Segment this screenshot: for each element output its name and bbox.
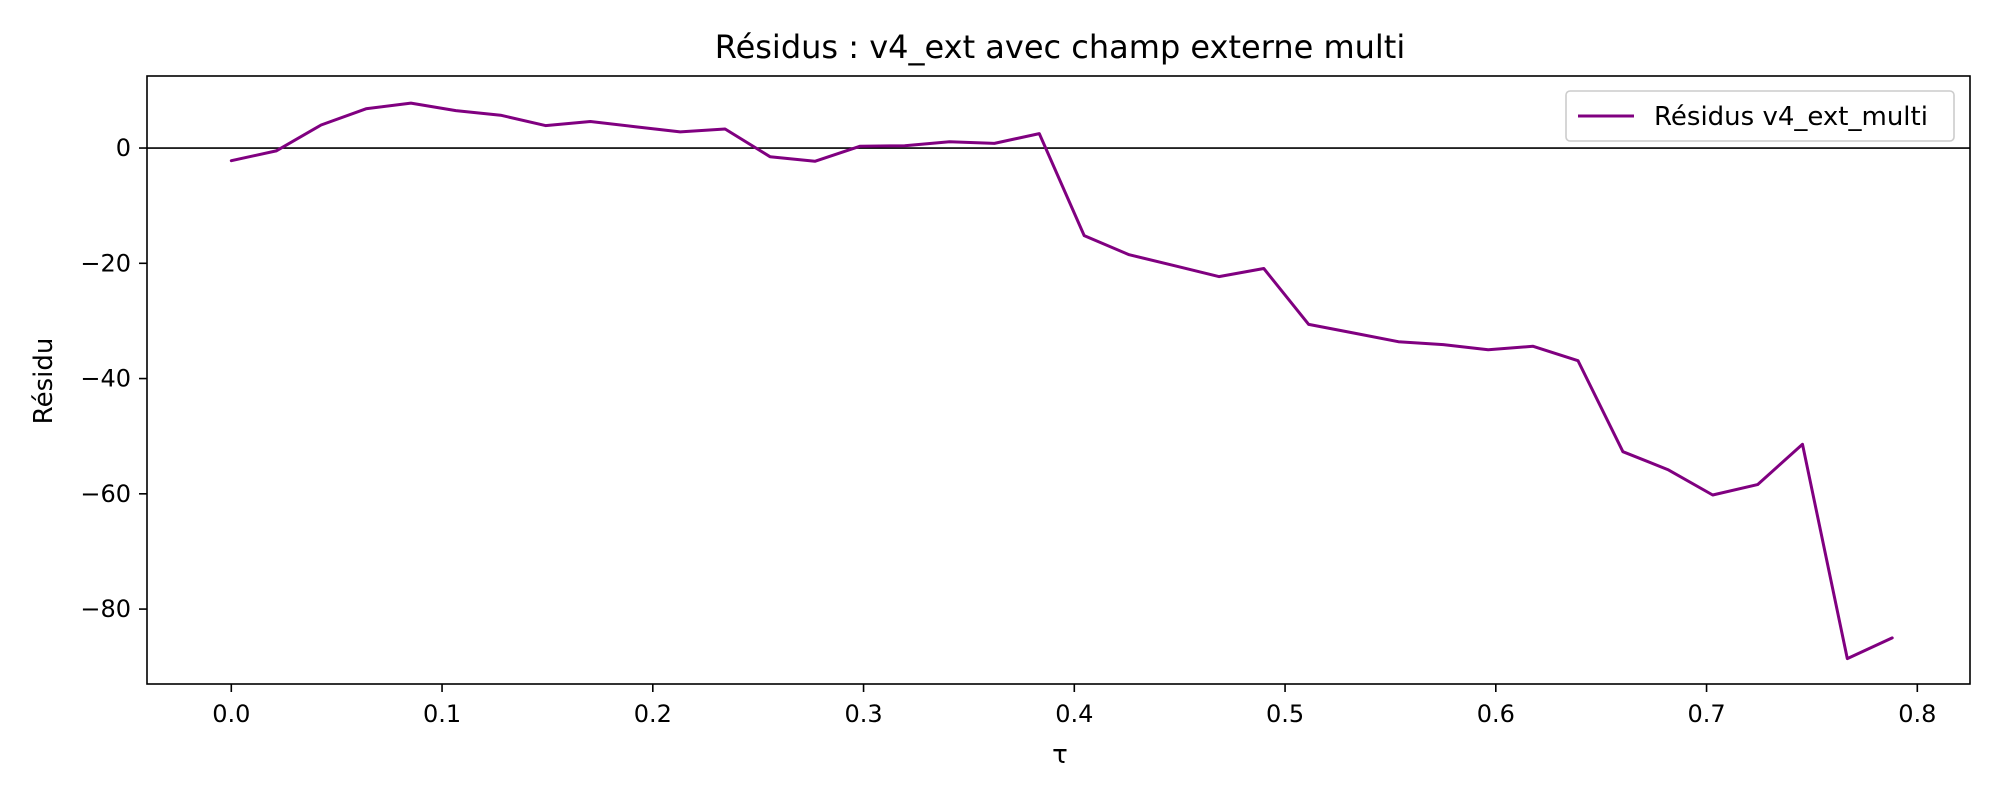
x-tick-label: 0.0 <box>212 700 250 728</box>
y-tick-label: −40 <box>80 365 131 393</box>
x-tick-label: 0.6 <box>1477 700 1515 728</box>
legend-entry: Résidus v4_ext_multi <box>1654 102 1928 132</box>
legend: Résidus v4_ext_multi <box>1565 90 1955 142</box>
y-tick-label: −20 <box>80 249 131 277</box>
x-tick-label: 0.5 <box>1266 700 1304 728</box>
x-axis: 0.0 0.1 0.2 0.3 0.4 0.5 0.6 0.7 0.8 <box>212 684 1936 728</box>
plot-area <box>147 101 1970 661</box>
y-tick-label: −60 <box>80 480 131 508</box>
y-axis: 0 −20 −40 −60 −80 <box>80 134 147 623</box>
x-tick-label: 0.8 <box>1898 700 1936 728</box>
legend-box <box>1565 90 1955 142</box>
x-tick-label: 0.7 <box>1687 700 1725 728</box>
series-line-0 <box>229 101 1894 661</box>
x-tick-label: 0.3 <box>844 700 882 728</box>
x-tick-label: 0.4 <box>1055 700 1093 728</box>
plot-frame <box>146 75 1971 685</box>
x-axis-label: τ <box>1052 740 1068 770</box>
chart-title: Résidus : v4_ext avec champ externe mult… <box>715 28 1405 66</box>
y-tick-label: −80 <box>80 595 131 623</box>
x-tick-label: 0.2 <box>634 700 672 728</box>
y-tick-label: 0 <box>116 134 131 162</box>
x-tick-label: 0.1 <box>423 700 461 728</box>
y-axis-label: Résidu <box>29 338 59 425</box>
